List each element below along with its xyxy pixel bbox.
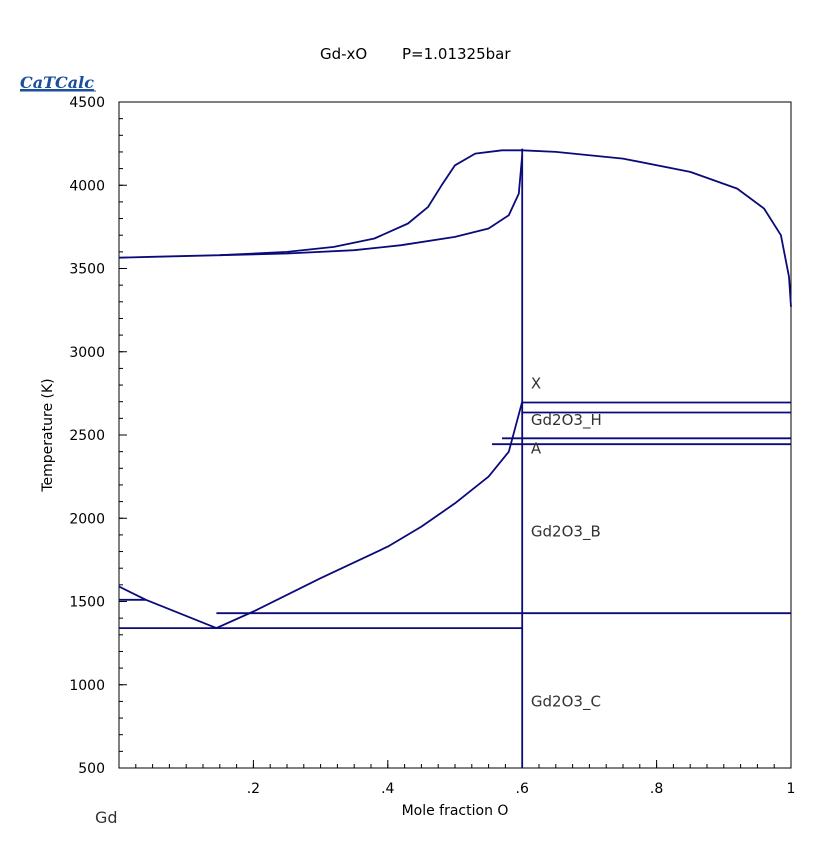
phase-boundaries (118, 148, 792, 768)
x-axis: .2 .4 .6 .8 1 (118, 760, 796, 797)
phase-boundary-line (219, 155, 524, 257)
phase-label: Gd2O3_H (531, 411, 602, 430)
y-axis-label: Temperature (K) (40, 378, 56, 492)
phase-label: Gd2O3_C (531, 692, 601, 711)
x-tick-label: 1 (787, 781, 796, 797)
plot-frame (118, 101, 792, 769)
y-axis: 500 1000 1500 2000 2500 3000 3500 4000 4500 (69, 95, 127, 777)
y-tick-label: 3000 (69, 345, 105, 361)
corner-label: Gd (95, 808, 118, 827)
y-tick-label: 3500 (69, 262, 105, 278)
phase-label: A (531, 439, 542, 457)
x-tick-label: .4 (381, 781, 394, 797)
phase-boundary-line (216, 401, 524, 629)
y-tick-label: 2000 (69, 511, 105, 527)
phase-boundary-line (118, 149, 523, 259)
phase-labels: X Gd2O3_H A Gd2O3_B Gd2O3_C (531, 374, 602, 711)
x-axis-label: Mole fraction O (402, 803, 509, 819)
y-tick-label: 4500 (69, 95, 105, 111)
phase-label: X (531, 374, 541, 392)
phase-label: Gd2O3_B (531, 523, 601, 542)
y-tick-label: 500 (78, 761, 105, 777)
brand-logo[interactable]: CaTCalc (20, 73, 94, 92)
chart-title: Gd-xO (320, 45, 367, 63)
x-tick-label: .8 (650, 781, 663, 797)
x-tick-label: .2 (247, 781, 260, 797)
y-tick-label: 2500 (69, 428, 105, 444)
phase-boundary-line (522, 149, 792, 307)
y-tick-label: 1500 (69, 595, 105, 611)
chart-subtitle: P=1.01325bar (402, 45, 511, 63)
y-tick-label: 1000 (69, 678, 105, 694)
y-tick-label: 4000 (69, 178, 105, 194)
x-tick-label: .6 (516, 781, 529, 797)
phase-boundary-line (118, 585, 217, 629)
